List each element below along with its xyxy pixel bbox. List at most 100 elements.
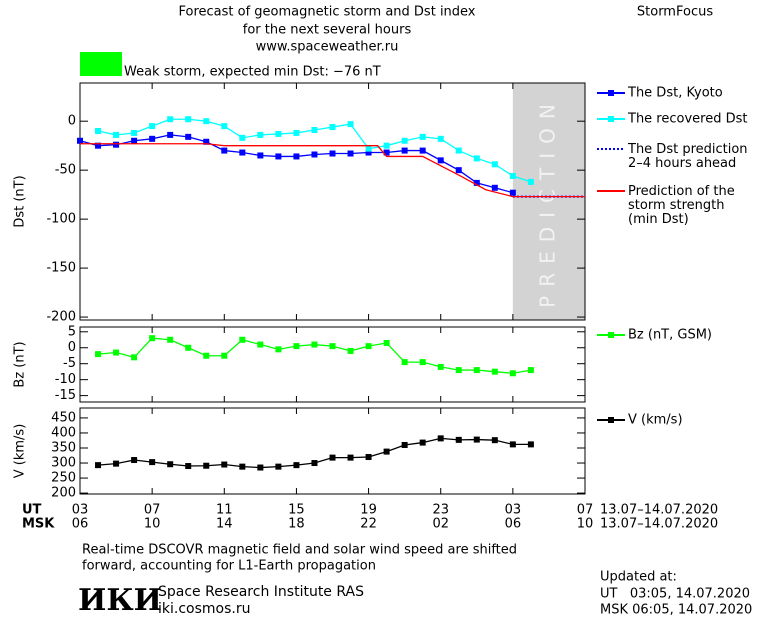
data-point bbox=[203, 118, 210, 125]
data-point bbox=[257, 464, 264, 471]
data-point bbox=[167, 461, 174, 468]
data-point bbox=[275, 130, 282, 137]
data-point bbox=[257, 341, 264, 348]
footer-note: forward, accounting for L1-Earth propaga… bbox=[82, 559, 376, 574]
data-point bbox=[113, 141, 120, 148]
legend-label: The Dst prediction 2–4 hours ahead bbox=[627, 142, 748, 171]
data-point bbox=[419, 133, 426, 140]
data-point bbox=[113, 131, 120, 138]
data-point bbox=[203, 462, 210, 469]
data-point bbox=[95, 351, 102, 358]
data-point bbox=[401, 137, 408, 144]
data-point bbox=[473, 436, 480, 443]
data-point bbox=[131, 129, 138, 136]
legend-label: Bz (nT, GSM) bbox=[628, 328, 712, 343]
data-point bbox=[293, 462, 300, 469]
data-point bbox=[167, 116, 174, 123]
data-point bbox=[311, 151, 318, 158]
updated-ut: UT 03:05, 14.07.2020 bbox=[600, 587, 750, 602]
y-tick-label: 400 bbox=[51, 425, 76, 440]
x-tick-label: 07 bbox=[144, 503, 161, 518]
institute: Space Research Institute RAS bbox=[158, 584, 364, 600]
legend-label: The recovered Dst bbox=[627, 112, 747, 127]
data-point bbox=[419, 439, 426, 446]
y-tick-label: -5 bbox=[63, 356, 76, 371]
y-axis-label: Dst (nT) bbox=[13, 175, 28, 227]
y-tick-label: 450 bbox=[51, 410, 76, 425]
data-point bbox=[185, 463, 192, 470]
title: Forecast of geomagnetic storm and Dst in… bbox=[178, 5, 475, 20]
data-point bbox=[77, 137, 83, 144]
x-tick-label-msk: 06 bbox=[505, 517, 522, 532]
y-tick-label: -100 bbox=[46, 212, 76, 227]
data-point bbox=[347, 121, 354, 128]
data-point bbox=[365, 149, 372, 156]
data-point bbox=[509, 370, 516, 377]
title: for the next several hours bbox=[243, 23, 412, 38]
y-tick-label: 350 bbox=[51, 440, 76, 455]
x-axis-label: MSK bbox=[22, 517, 55, 532]
y-tick-label: 250 bbox=[51, 471, 76, 486]
data-point bbox=[401, 359, 408, 366]
data-point bbox=[131, 457, 138, 464]
title: www.spaceweather.ru bbox=[256, 40, 399, 55]
data-point bbox=[383, 448, 390, 455]
data-point bbox=[221, 123, 228, 130]
data-point bbox=[347, 454, 354, 461]
series-line bbox=[80, 143, 585, 198]
x-tick-label: 03 bbox=[72, 503, 89, 518]
updated: Updated at: bbox=[600, 570, 677, 585]
data-point bbox=[329, 454, 336, 461]
data-point bbox=[383, 339, 390, 346]
data-point bbox=[509, 441, 516, 448]
x-tick-label-msk: 02 bbox=[432, 517, 449, 532]
data-point bbox=[203, 352, 210, 359]
plot-frame bbox=[79, 407, 586, 495]
y-axis-label: Bz (nT) bbox=[13, 341, 28, 387]
data-point bbox=[221, 461, 228, 468]
data-point bbox=[437, 135, 444, 142]
legend-label: V (km/s) bbox=[628, 413, 683, 428]
y-tick-label: -150 bbox=[46, 261, 76, 276]
plot-frame bbox=[79, 82, 586, 321]
data-point bbox=[401, 147, 408, 154]
plot-frame bbox=[79, 326, 586, 403]
data-point bbox=[275, 153, 282, 160]
data-point bbox=[455, 167, 462, 174]
data-point bbox=[167, 336, 174, 343]
legend-marker bbox=[608, 332, 614, 338]
data-point bbox=[311, 127, 318, 134]
data-point bbox=[275, 346, 282, 353]
data-point bbox=[149, 459, 156, 466]
data-point bbox=[113, 460, 120, 467]
y-tick-label: 0 bbox=[68, 340, 76, 355]
data-point bbox=[185, 116, 192, 123]
x-axis-label: UT bbox=[22, 503, 42, 518]
x-tick-label-msk: 10 bbox=[577, 517, 594, 532]
data-point bbox=[275, 463, 282, 470]
data-point bbox=[527, 178, 534, 185]
data-point bbox=[239, 463, 246, 470]
data-point bbox=[329, 124, 336, 131]
legend-marker bbox=[608, 116, 614, 122]
data-point bbox=[293, 343, 300, 350]
x-tick-label-msk: 18 bbox=[288, 517, 305, 532]
data-point bbox=[239, 149, 246, 156]
data-point bbox=[347, 150, 354, 157]
storm-label: Weak storm, expected min Dst: −76 nT bbox=[124, 65, 381, 80]
data-point bbox=[293, 129, 300, 136]
data-point bbox=[419, 359, 426, 366]
site: iki.cosmos.ru bbox=[158, 601, 250, 617]
y-tick-label: -50 bbox=[55, 163, 76, 178]
y-tick-label: 200 bbox=[51, 486, 76, 501]
legend-marker bbox=[608, 417, 614, 423]
data-point bbox=[149, 335, 156, 342]
date-label: 13.07–14.07.2020 bbox=[600, 503, 718, 518]
data-point bbox=[239, 336, 246, 343]
data-point bbox=[473, 179, 480, 186]
legend-label: Prediction of the storm strength (min Dst) bbox=[628, 184, 735, 227]
data-point bbox=[257, 152, 264, 159]
data-point bbox=[221, 147, 228, 154]
x-tick-label: 11 bbox=[216, 503, 233, 518]
data-point bbox=[185, 133, 192, 140]
